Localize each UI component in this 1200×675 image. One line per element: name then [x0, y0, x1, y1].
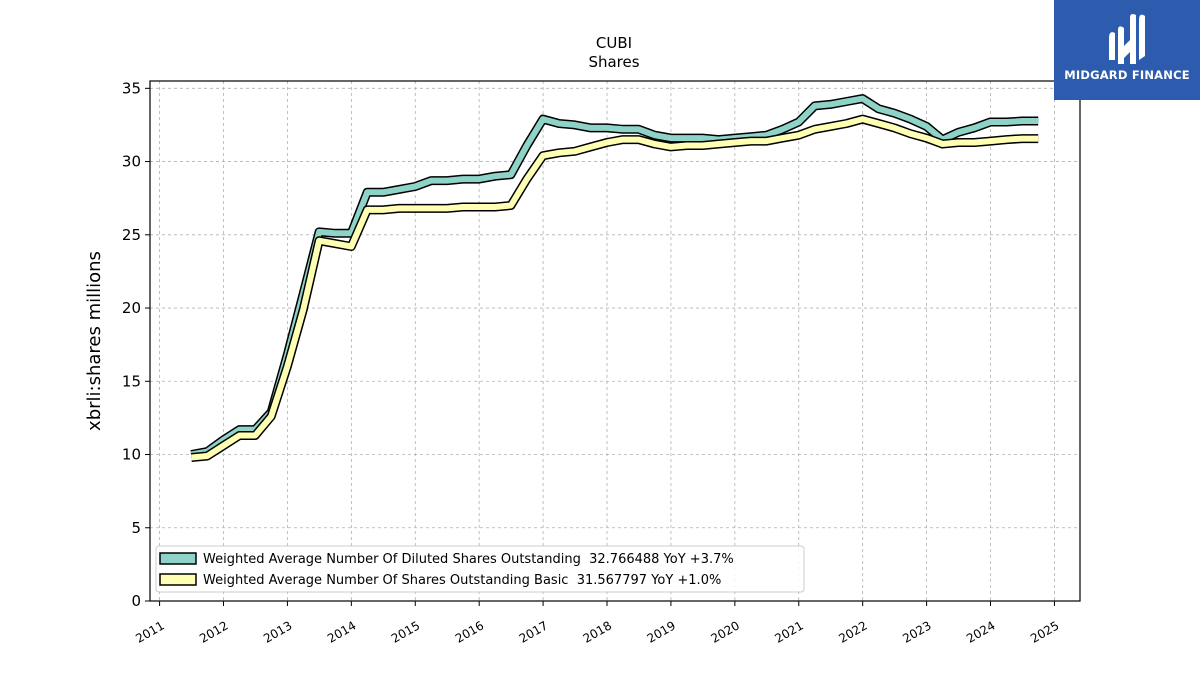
x-tick-label: 2023 — [900, 618, 933, 645]
x-tick-label: 2020 — [708, 618, 741, 645]
x-tick-label: 2024 — [964, 618, 997, 645]
y-tick-label: 20 — [122, 299, 141, 317]
legend-swatch — [159, 573, 197, 586]
x-tick-label: 2013 — [261, 618, 294, 645]
legend-box — [155, 545, 805, 593]
series-line-2 — [190, 114, 1039, 462]
x-tick-label: 2019 — [645, 618, 678, 645]
logo-mark-icon — [1109, 14, 1145, 64]
chart-title: CUBI — [596, 34, 632, 52]
y-axis-label: xbrli:shares millions — [84, 251, 105, 431]
series-fill — [190, 95, 1039, 458]
y-tick-label: 35 — [122, 79, 141, 97]
logo-text: MIDGARD FINANCE — [1064, 68, 1190, 82]
chart-subtitle: Shares — [588, 53, 639, 71]
y-tick-label: 5 — [131, 519, 141, 537]
series-outline — [190, 94, 1039, 459]
x-tick-label: 2021 — [772, 618, 805, 645]
legend: Weighted Average Number Of Diluted Share… — [155, 545, 805, 593]
series-lines — [190, 94, 1039, 462]
series-fill — [191, 116, 1039, 461]
x-tick-label: 2014 — [325, 618, 358, 645]
x-tick-label: 2016 — [453, 618, 486, 645]
x-tick-label: 2022 — [836, 618, 869, 645]
y-tick-label: 15 — [122, 372, 141, 390]
x-tick-label: 2017 — [517, 618, 550, 645]
x-tick-label: 2012 — [197, 618, 230, 645]
y-tick-label: 30 — [122, 153, 141, 171]
series-outline — [190, 114, 1039, 462]
legend-entry: Weighted Average Number Of Shares Outsta… — [203, 573, 721, 588]
series-line-1 — [190, 94, 1039, 459]
x-tick-label: 2018 — [581, 618, 614, 645]
y-tick-label: 25 — [122, 226, 141, 244]
x-tick-label: 2025 — [1028, 618, 1061, 645]
x-tick-label: 2015 — [389, 618, 422, 645]
grid — [150, 81, 1080, 602]
x-tick-label: 2011 — [133, 618, 166, 645]
y-tick-label: 0 — [131, 592, 141, 610]
plot-frame — [149, 80, 1081, 602]
legend-entry: Weighted Average Number Of Diluted Share… — [203, 552, 734, 567]
y-tick-label: 10 — [122, 446, 141, 464]
midgard-finance-logo: MIDGARD FINANCE — [1054, 0, 1200, 100]
legend-swatch — [159, 552, 197, 565]
